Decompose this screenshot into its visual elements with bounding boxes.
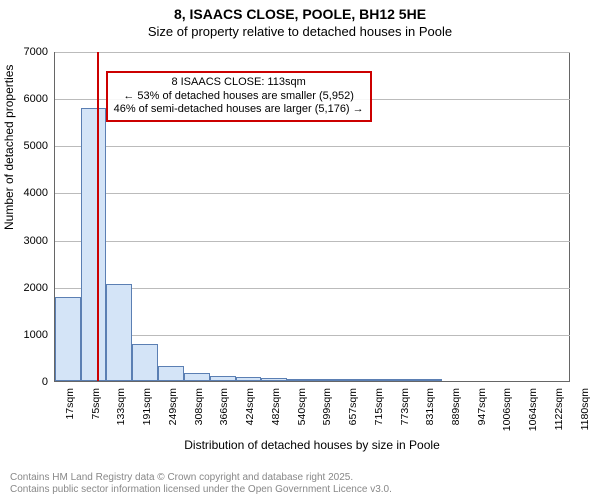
plot-area: 8 ISAACS CLOSE: 113sqm← 53% of detached … (54, 52, 570, 382)
gridline (55, 146, 570, 147)
histogram-bar (106, 284, 132, 381)
gridline (55, 335, 570, 336)
histogram-bar (158, 366, 184, 381)
histogram-bar (132, 344, 158, 381)
chart-title-block: 8, ISAACS CLOSE, POOLE, BH12 5HE Size of… (0, 0, 600, 39)
gridline (55, 52, 570, 53)
xtick-label: 249sqm (167, 388, 179, 438)
xtick-label: 1006sqm (501, 388, 513, 438)
histogram-bar (365, 379, 391, 381)
footer-line2: Contains public sector information licen… (10, 484, 392, 496)
histogram-bar (210, 376, 236, 381)
xtick-label: 1180sqm (579, 388, 591, 438)
xtick-label: 308sqm (193, 388, 205, 438)
histogram-bar (287, 379, 313, 381)
xtick-label: 889sqm (450, 388, 462, 438)
xtick-label: 657sqm (347, 388, 359, 438)
xtick-label: 599sqm (321, 388, 333, 438)
title-line1: 8, ISAACS CLOSE, POOLE, BH12 5HE (0, 6, 600, 22)
xtick-label: 75sqm (90, 388, 102, 438)
ytick-label: 0 (12, 376, 48, 388)
chart-area: 8 ISAACS CLOSE: 113sqm← 53% of detached … (54, 52, 570, 432)
xtick-label: 191sqm (141, 388, 153, 438)
xtick-label: 1122sqm (553, 388, 565, 438)
xtick-label: 773sqm (399, 388, 411, 438)
xtick-label: 1064sqm (527, 388, 539, 438)
histogram-bar (55, 297, 81, 381)
xtick-label: 133sqm (115, 388, 127, 438)
xtick-label: 540sqm (296, 388, 308, 438)
xtick-label: 482sqm (270, 388, 282, 438)
histogram-bar (339, 379, 365, 381)
ytick-label: 4000 (12, 187, 48, 199)
gridline (55, 241, 570, 242)
ytick-label: 1000 (12, 329, 48, 341)
xtick-label: 947sqm (476, 388, 488, 438)
gridline (55, 193, 570, 194)
footer-line1: Contains HM Land Registry data © Crown c… (10, 472, 392, 484)
annotation-box: 8 ISAACS CLOSE: 113sqm← 53% of detached … (106, 71, 372, 122)
xtick-label: 715sqm (373, 388, 385, 438)
annotation-line: 46% of semi-detached houses are larger (… (114, 103, 364, 117)
gridline (55, 288, 570, 289)
ytick-label: 7000 (12, 46, 48, 58)
x-axis-label: Distribution of detached houses by size … (54, 438, 570, 452)
histogram-bar (236, 377, 262, 381)
xtick-label: 366sqm (218, 388, 230, 438)
histogram-bar (313, 379, 339, 381)
xtick-label: 17sqm (64, 388, 76, 438)
annotation-line: ← 53% of detached houses are smaller (5,… (114, 90, 364, 104)
histogram-bar (81, 108, 107, 381)
xtick-label: 424sqm (244, 388, 256, 438)
title-line2: Size of property relative to detached ho… (0, 24, 600, 39)
histogram-bar (390, 379, 416, 381)
ytick-label: 3000 (12, 235, 48, 247)
annotation-line: 8 ISAACS CLOSE: 113sqm (114, 76, 364, 90)
reference-line (97, 52, 99, 381)
histogram-bar (184, 373, 210, 381)
histogram-bar (416, 379, 442, 381)
histogram-bar (261, 378, 287, 381)
ytick-label: 2000 (12, 282, 48, 294)
xtick-label: 831sqm (424, 388, 436, 438)
ytick-label: 6000 (12, 93, 48, 105)
ytick-label: 5000 (12, 140, 48, 152)
footer-attribution: Contains HM Land Registry data © Crown c… (10, 472, 392, 496)
